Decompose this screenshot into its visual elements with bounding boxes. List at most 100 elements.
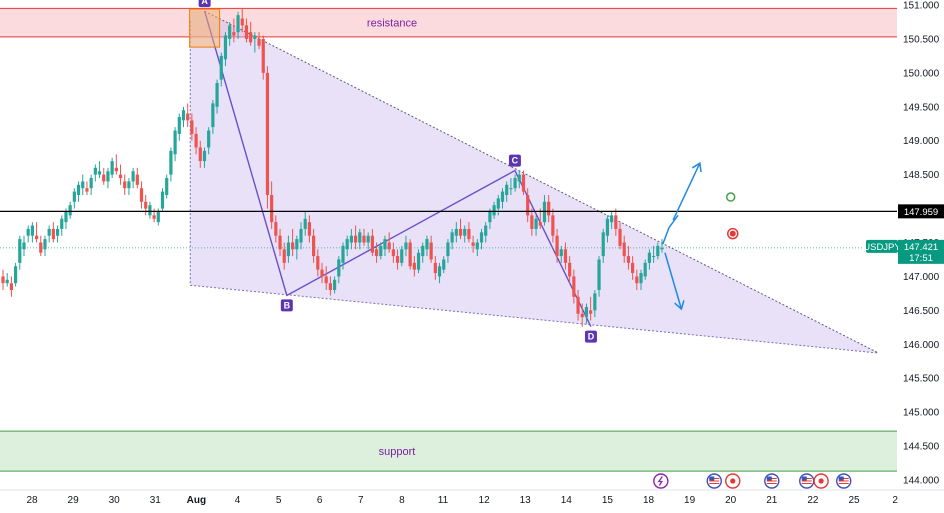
time-tick-label: 4 bbox=[235, 495, 241, 506]
candle-body bbox=[282, 249, 286, 263]
time-tick-label: 18 bbox=[643, 495, 655, 506]
candle-body bbox=[55, 228, 60, 236]
support-label: support bbox=[379, 446, 416, 458]
candle bbox=[18, 235, 22, 270]
candle bbox=[353, 225, 358, 250]
time-tick-label: 31 bbox=[150, 495, 162, 506]
candle bbox=[194, 127, 198, 155]
candle bbox=[442, 256, 446, 274]
candle bbox=[278, 228, 282, 257]
candle-body bbox=[324, 276, 328, 284]
candle bbox=[429, 235, 433, 263]
candle bbox=[467, 222, 471, 243]
candle-body bbox=[484, 225, 488, 236]
candle-body bbox=[265, 72, 270, 195]
candle bbox=[610, 211, 614, 229]
candle bbox=[207, 127, 211, 155]
candle-body bbox=[81, 181, 85, 189]
candle bbox=[265, 66, 270, 209]
us-flag-event-icon[interactable] bbox=[836, 473, 852, 489]
time-tick-label: 21 bbox=[766, 495, 778, 506]
abcd-pattern-line bbox=[203, 10, 592, 327]
candle-body bbox=[337, 259, 341, 277]
price-tick-label: 144.000 bbox=[903, 476, 940, 487]
price-tick-label: 144.500 bbox=[903, 442, 940, 453]
candle bbox=[274, 215, 278, 243]
pattern-point-label: D bbox=[588, 332, 595, 342]
candle bbox=[576, 290, 580, 321]
candle-body bbox=[286, 242, 291, 257]
candle-body bbox=[454, 228, 458, 236]
candle bbox=[484, 222, 488, 243]
projection-down-arrow bbox=[664, 252, 685, 311]
projection-up-arrow bbox=[672, 161, 702, 221]
candle-body bbox=[144, 201, 148, 209]
price-tick-label: 151.000 bbox=[903, 1, 940, 12]
candle bbox=[324, 266, 328, 290]
candle-body bbox=[626, 256, 631, 263]
candle bbox=[190, 113, 194, 141]
candle bbox=[408, 239, 412, 270]
signal-marker bbox=[725, 192, 736, 202]
record-event-icon[interactable] bbox=[813, 473, 829, 489]
candle-body bbox=[9, 283, 13, 290]
pattern-point-badge bbox=[584, 330, 597, 343]
candle-body bbox=[446, 242, 450, 257]
candle bbox=[286, 235, 291, 263]
candle-body bbox=[534, 218, 538, 229]
us-flag-event-icon-canton bbox=[766, 476, 772, 481]
candle-body bbox=[223, 35, 228, 60]
time-tick-label: 7 bbox=[358, 495, 364, 506]
candle-body bbox=[274, 222, 278, 236]
candle-body bbox=[152, 215, 156, 219]
candle bbox=[597, 256, 601, 297]
candle bbox=[123, 174, 127, 195]
triangle-fill bbox=[190, 11, 879, 354]
us-flag-event-icon[interactable] bbox=[799, 473, 815, 489]
pattern-point-badge bbox=[508, 154, 521, 167]
candle bbox=[1, 269, 5, 290]
candle bbox=[526, 188, 530, 223]
candle-body bbox=[442, 259, 446, 270]
record-event-icon[interactable] bbox=[725, 473, 741, 489]
price-tick-label: 145.500 bbox=[903, 374, 940, 385]
candle-body bbox=[551, 215, 555, 236]
candle-body bbox=[513, 178, 517, 189]
support-zone bbox=[0, 431, 897, 472]
candle-body bbox=[467, 228, 471, 240]
candle-body bbox=[232, 32, 236, 36]
time-tick-label: 19 bbox=[684, 495, 696, 506]
projection-up-arrow-head bbox=[691, 161, 702, 173]
candle-body bbox=[169, 150, 173, 175]
candle-body bbox=[228, 25, 232, 39]
candle-body bbox=[349, 235, 353, 243]
candle-body bbox=[635, 276, 639, 284]
candle-body bbox=[521, 174, 526, 192]
candle bbox=[102, 167, 106, 185]
us-flag-event-icon[interactable] bbox=[764, 473, 780, 489]
resistance-label: resistance bbox=[367, 18, 417, 30]
candle bbox=[257, 32, 261, 50]
candle-body bbox=[68, 205, 72, 216]
candle-body bbox=[26, 228, 30, 236]
candle-body bbox=[60, 218, 64, 229]
candle-body bbox=[194, 133, 198, 148]
price-tick-label: 149.000 bbox=[903, 136, 940, 147]
candle bbox=[395, 249, 400, 270]
candle-body bbox=[538, 222, 542, 226]
candle bbox=[312, 228, 316, 263]
candle bbox=[93, 164, 97, 182]
candle-body bbox=[240, 18, 244, 26]
candle-body bbox=[614, 215, 618, 229]
candle-body bbox=[358, 232, 362, 243]
candle bbox=[9, 276, 13, 297]
candle-body bbox=[345, 239, 349, 250]
candle-body bbox=[589, 310, 593, 314]
candle-body bbox=[479, 232, 484, 243]
candle-body bbox=[568, 262, 572, 277]
us-flag-event-icon[interactable] bbox=[706, 473, 722, 489]
candle-body bbox=[1, 276, 5, 284]
lightning-event-icon[interactable] bbox=[653, 473, 669, 489]
candle bbox=[631, 256, 635, 280]
